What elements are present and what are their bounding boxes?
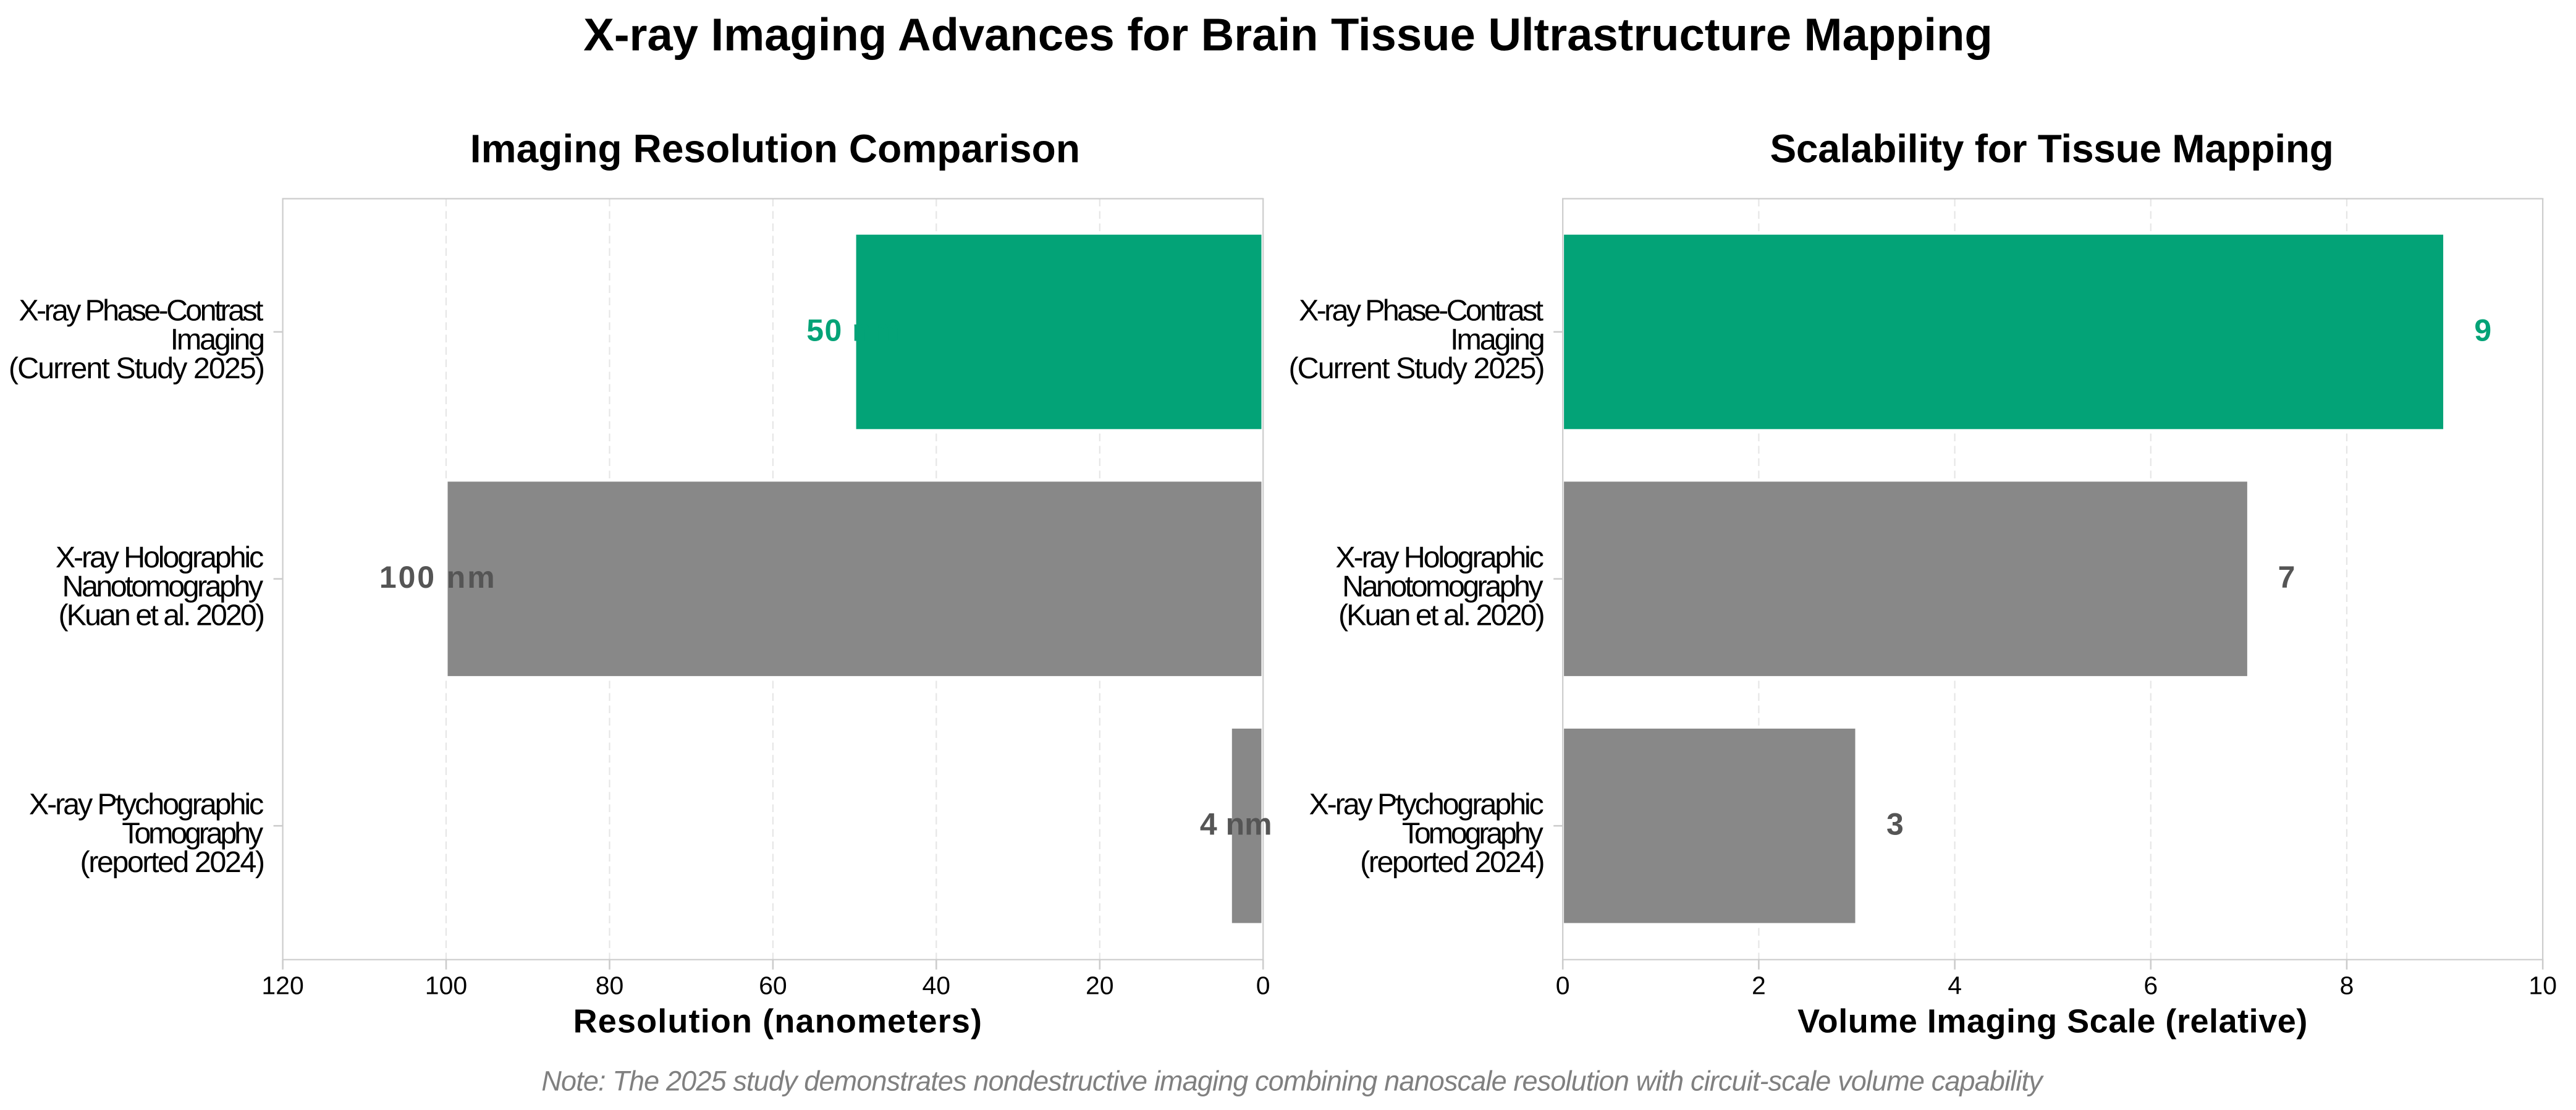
svg-text:(Current Study 2025): (Current Study 2025) bbox=[1289, 352, 1544, 385]
svg-text:Scalability for Tissue Mapping: Scalability for Tissue Mapping bbox=[1770, 127, 2333, 171]
svg-text:8: 8 bbox=[2340, 972, 2354, 1000]
svg-text:X-ray Holographic: X-ray Holographic bbox=[56, 541, 263, 574]
svg-text:X-ray Ptychographic: X-ray Ptychographic bbox=[29, 788, 263, 821]
svg-text:40: 40 bbox=[922, 972, 950, 1000]
svg-text:0: 0 bbox=[1556, 972, 1570, 1000]
svg-text:(reported 2024): (reported 2024) bbox=[80, 845, 264, 879]
svg-text:(Current Study 2025): (Current Study 2025) bbox=[9, 352, 264, 385]
svg-text:X-ray Holographic: X-ray Holographic bbox=[1335, 541, 1543, 574]
svg-text:100: 100 bbox=[425, 972, 467, 1000]
svg-text:(Kuan et al. 2020): (Kuan et al. 2020) bbox=[1338, 599, 1543, 632]
svg-text:120: 120 bbox=[261, 972, 303, 1000]
svg-text:7: 7 bbox=[2278, 560, 2295, 595]
svg-text:Resolution (nanometers): Resolution (nanometers) bbox=[573, 1002, 983, 1040]
svg-text:50 nm: 50 nm bbox=[806, 313, 900, 347]
svg-text:Tomography: Tomography bbox=[122, 817, 264, 850]
svg-text:4: 4 bbox=[1948, 972, 1962, 1000]
svg-text:10: 10 bbox=[2528, 972, 2557, 1000]
svg-text:Volume Imaging Scale (relative: Volume Imaging Scale (relative) bbox=[1797, 1002, 2308, 1040]
svg-text:4 nm: 4 nm bbox=[1200, 807, 1272, 842]
svg-text:0: 0 bbox=[1256, 972, 1270, 1000]
svg-text:Imaging Resolution Comparison: Imaging Resolution Comparison bbox=[470, 127, 1080, 171]
svg-text:X-ray Imaging Advances for Bra: X-ray Imaging Advances for Brain Tissue … bbox=[583, 9, 1992, 60]
svg-text:Tomography: Tomography bbox=[1402, 817, 1544, 850]
svg-text:9: 9 bbox=[2474, 313, 2491, 347]
svg-text:Nanotomography: Nanotomography bbox=[62, 570, 264, 603]
svg-text:80: 80 bbox=[596, 972, 624, 1000]
svg-text:(Kuan et al. 2020): (Kuan et al. 2020) bbox=[58, 599, 263, 632]
svg-text:X-ray Phase-Contrast: X-ray Phase-Contrast bbox=[19, 294, 264, 328]
svg-text:Imaging: Imaging bbox=[171, 323, 264, 356]
svg-text:20: 20 bbox=[1086, 972, 1114, 1000]
svg-text:100 nm: 100 nm bbox=[379, 560, 497, 595]
svg-text:X-ray Ptychographic: X-ray Ptychographic bbox=[1309, 788, 1543, 821]
svg-text:3: 3 bbox=[1886, 807, 1904, 842]
svg-text:2: 2 bbox=[1752, 972, 1766, 1000]
svg-text:6: 6 bbox=[2143, 972, 2158, 1000]
svg-text:X-ray Phase-Contrast: X-ray Phase-Contrast bbox=[1299, 294, 1544, 328]
svg-text:(reported 2024): (reported 2024) bbox=[1360, 845, 1543, 879]
svg-text:60: 60 bbox=[759, 972, 787, 1000]
svg-text:Imaging: Imaging bbox=[1450, 323, 1543, 356]
svg-text:Note: The 2025 study demonstra: Note: The 2025 study demonstrates nondes… bbox=[541, 1065, 2044, 1096]
svg-text:Nanotomography: Nanotomography bbox=[1342, 570, 1543, 603]
